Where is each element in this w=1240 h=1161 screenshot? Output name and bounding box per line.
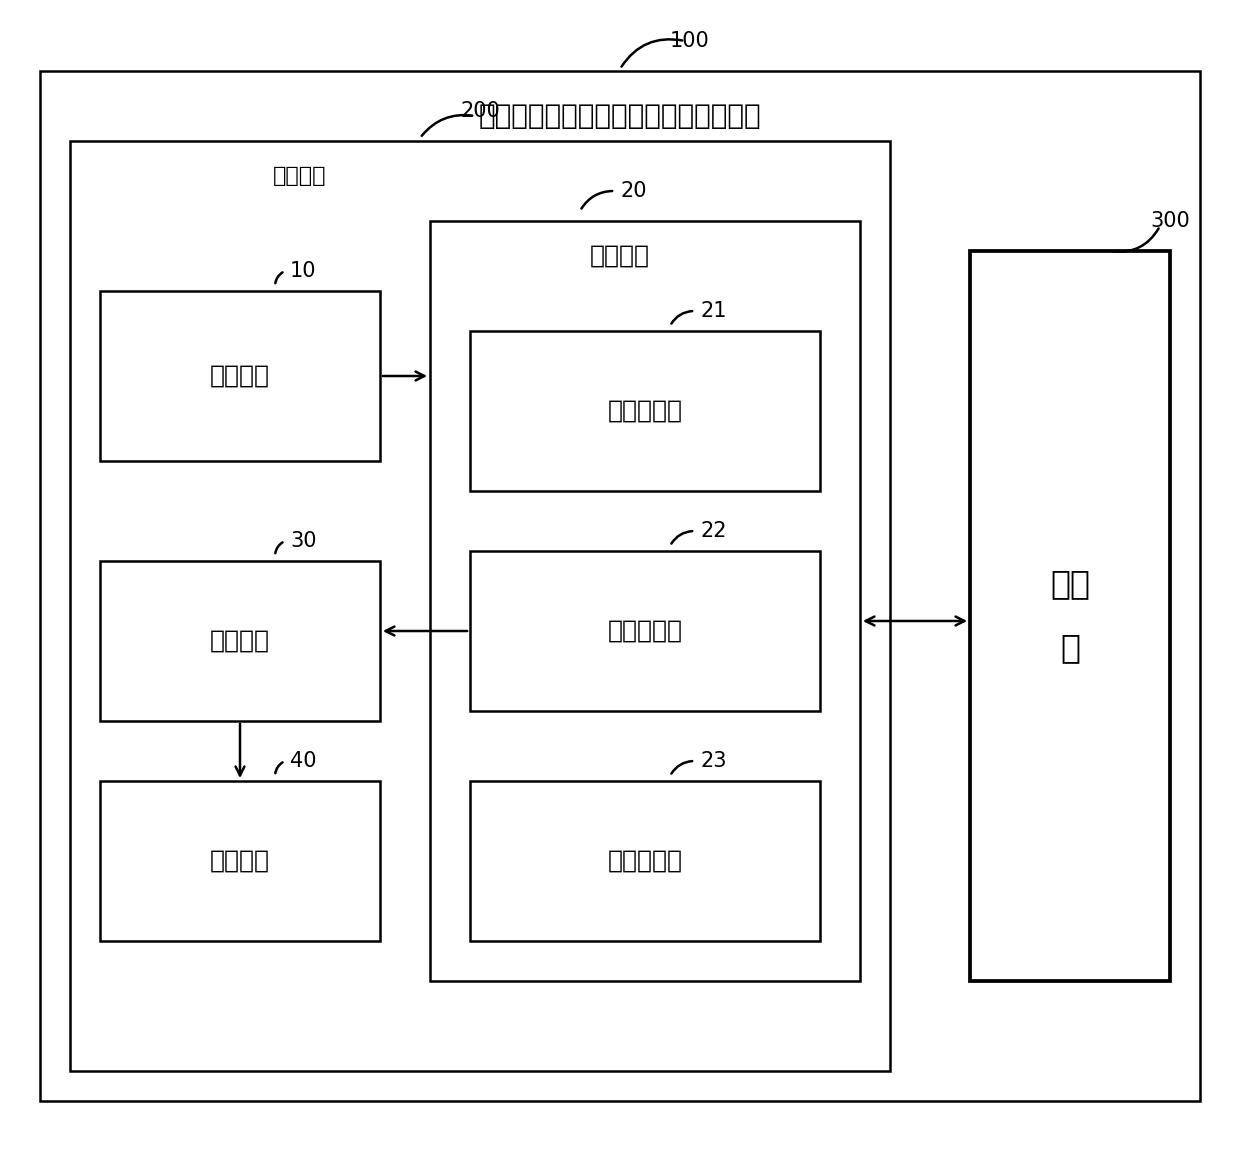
FancyBboxPatch shape xyxy=(69,140,890,1070)
Text: 20: 20 xyxy=(620,181,646,201)
FancyBboxPatch shape xyxy=(430,221,861,981)
Text: 300: 300 xyxy=(1149,211,1189,231)
Text: 触发模块: 触发模块 xyxy=(210,849,270,873)
Text: 解析子模块: 解析子模块 xyxy=(608,619,682,643)
FancyBboxPatch shape xyxy=(970,251,1171,981)
Text: 23: 23 xyxy=(701,751,727,771)
FancyBboxPatch shape xyxy=(40,71,1200,1101)
Text: 21: 21 xyxy=(701,301,727,320)
FancyBboxPatch shape xyxy=(100,561,379,721)
Text: 10: 10 xyxy=(290,261,316,281)
FancyBboxPatch shape xyxy=(470,331,820,491)
Text: 40: 40 xyxy=(290,751,316,771)
Text: 筛选模块: 筛选模块 xyxy=(590,244,650,268)
Text: 发送子模块: 发送子模块 xyxy=(608,849,682,873)
Text: 通信终端: 通信终端 xyxy=(273,166,327,186)
Text: 200: 200 xyxy=(460,101,500,121)
FancyBboxPatch shape xyxy=(470,551,820,711)
FancyBboxPatch shape xyxy=(100,291,379,461)
Text: 电视
机: 电视 机 xyxy=(1050,568,1090,664)
FancyBboxPatch shape xyxy=(100,781,379,942)
Text: 检测子模块: 检测子模块 xyxy=(608,399,682,423)
Text: 基于通信终端与电视机多屏互动的系统: 基于通信终端与电视机多屏互动的系统 xyxy=(479,102,761,130)
Text: 显示模块: 显示模块 xyxy=(210,629,270,652)
Text: 22: 22 xyxy=(701,521,727,541)
Text: 30: 30 xyxy=(290,531,316,551)
Text: 切换模块: 切换模块 xyxy=(210,365,270,388)
Text: 100: 100 xyxy=(670,31,709,51)
FancyBboxPatch shape xyxy=(470,781,820,942)
